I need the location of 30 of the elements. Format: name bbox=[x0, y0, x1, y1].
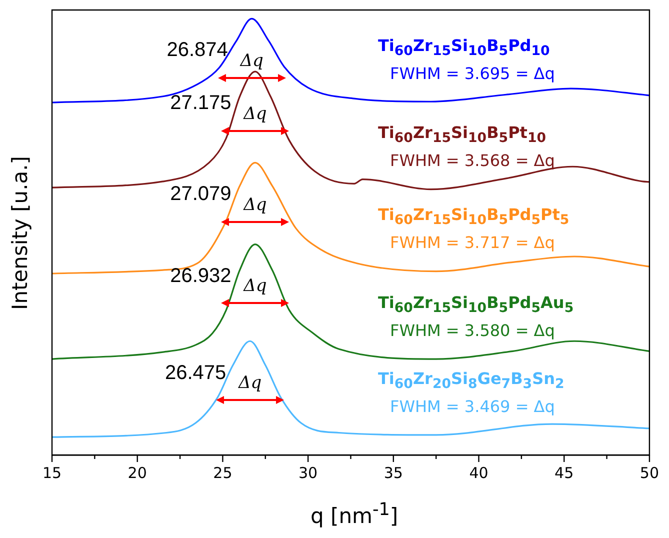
annotation: 26.932 bbox=[170, 264, 232, 288]
text: Ti$_{60}$Zr$_{20}$Si$_{8}$Ge$_{7}$B$_{3}$Sn$_{2}$ bbox=[378, 368, 564, 392]
text: Ti$_{60}$Zr$_{15}$Si$_{10}$B$_{5}$Pd$_{10}$ bbox=[378, 36, 550, 59]
y-axis-title: Intensity [u.a.] bbox=[8, 156, 32, 310]
annotation: 27.079 bbox=[170, 183, 232, 206]
annotation: Δq bbox=[244, 104, 267, 124]
annotation: Δq bbox=[238, 373, 262, 394]
text: Ti$_{60}$Zr$_{15}$Si$_{10}$B$_{5}$Pd$_{5}$Au$_{5}$ bbox=[378, 293, 574, 316]
x-tick-label: 30 bbox=[298, 464, 318, 482]
x-axis-title: q [nm$^{-1}$] bbox=[310, 500, 398, 528]
annotation: FWHM = 3.469 = Δq bbox=[390, 396, 555, 416]
x-tick-label: 45 bbox=[554, 464, 574, 482]
x-tick-label: 25 bbox=[213, 464, 232, 482]
text: Ti$_{60}$Zr$_{15}$Si$_{10}$B$_{5}$Pt$_{10}$ bbox=[378, 123, 546, 146]
annotation: FWHM = 3.568 = Δq bbox=[390, 151, 555, 170]
x-tick-label: 20 bbox=[128, 464, 147, 482]
text: Ti$_{60}$Zr$_{15}$Si$_{10}$B$_{5}$Pd$_{5}$Pt$_{5}$ bbox=[378, 205, 570, 229]
annotation: FWHM = 3.695 = Δq bbox=[390, 64, 555, 83]
x-tick-label: 35 bbox=[384, 464, 403, 482]
annotation: FWHM = 3.580 = Δq bbox=[390, 321, 555, 340]
annotation: Δq bbox=[244, 276, 267, 296]
annotation: FWHM = 3.717 = Δq bbox=[390, 233, 555, 252]
x-tick-label: 50 bbox=[640, 464, 660, 482]
annotation: 26.475 bbox=[165, 362, 226, 385]
annotation: Δq bbox=[244, 194, 267, 215]
x-tick-label: 40 bbox=[469, 464, 488, 482]
annotation: 26.874 bbox=[166, 39, 228, 62]
annotation: Δq bbox=[240, 50, 264, 71]
annotation: 27.175 bbox=[170, 92, 232, 115]
x-tick-label: 15 bbox=[42, 464, 62, 482]
